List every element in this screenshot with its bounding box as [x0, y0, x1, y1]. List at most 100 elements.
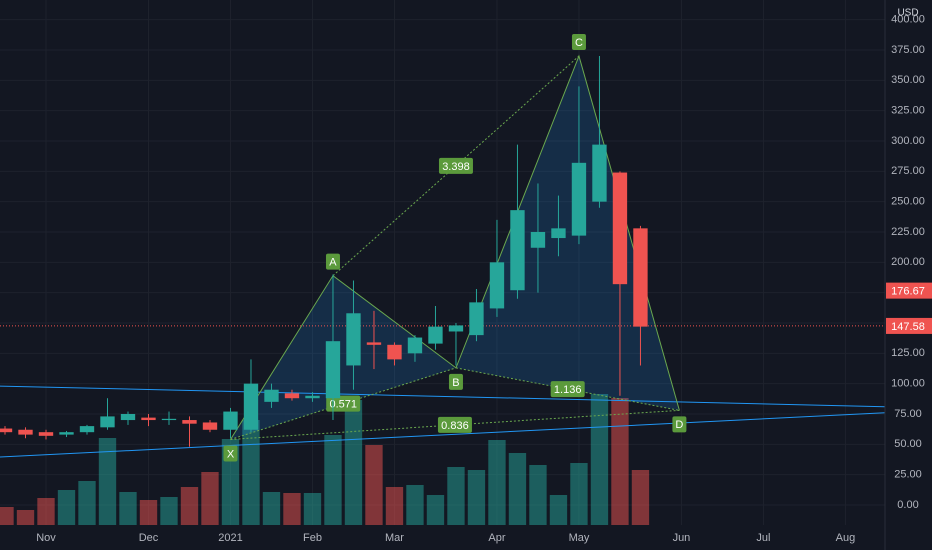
price-box — [886, 317, 932, 334]
y-tick-label: 350.00 — [891, 74, 925, 86]
volume-bar — [98, 438, 117, 525]
price-label: 176.67 — [891, 286, 925, 298]
x-tick-label: Dec — [139, 532, 159, 544]
volume-bar — [0, 507, 14, 525]
volume-bar — [570, 463, 588, 525]
x-tick-label: Aug — [836, 532, 856, 544]
candle-body — [469, 302, 484, 336]
volume-bar — [324, 435, 342, 525]
label-box — [571, 34, 586, 51]
y-tick-label: 325.00 — [891, 105, 925, 117]
volume-bar — [488, 440, 506, 525]
pattern-label: 0.571 — [329, 399, 357, 411]
candle-body — [489, 262, 505, 309]
candle-body — [202, 422, 218, 430]
pattern-label: B — [452, 377, 459, 389]
x-tick-label: Jul — [756, 532, 770, 544]
candle-body — [284, 393, 300, 399]
volume-bar — [529, 465, 547, 525]
candle-body — [346, 313, 361, 366]
candle-body — [612, 172, 628, 285]
candle-body — [633, 228, 648, 327]
volume-bar — [262, 492, 281, 525]
currency: USD — [897, 8, 918, 19]
pattern: 0.571 3.398 1.136 0.836 X A B C D — [0, 34, 886, 462]
x-tick-label: May — [569, 532, 590, 544]
candle-body — [448, 325, 464, 332]
y-tick-label: 225.00 — [891, 226, 925, 238]
pattern-label: X — [227, 448, 235, 460]
label-box — [672, 416, 687, 433]
candle-body — [243, 383, 259, 430]
price-box — [886, 282, 932, 299]
y-tick-label: 375.00 — [891, 44, 925, 56]
x-tick-label: Nov — [36, 532, 56, 544]
ratio-line — [230, 367, 457, 440]
volume-bar — [467, 470, 486, 525]
y-tick-label: 75.00 — [894, 408, 922, 420]
pattern-label: C — [575, 37, 583, 49]
y-tick-label: 25.00 — [894, 469, 922, 481]
candle-body — [530, 231, 546, 248]
volume-bar — [406, 485, 424, 525]
pattern-label: 0.836 — [441, 420, 469, 432]
volume-bar — [447, 467, 465, 525]
y-tick-label: 50.00 — [894, 438, 922, 450]
candle-body — [161, 418, 177, 421]
volume-bar — [57, 490, 76, 525]
y-tick-label: 125.00 — [891, 347, 925, 359]
label-box — [550, 381, 585, 398]
volume-bar — [160, 497, 178, 525]
volume-bar — [16, 510, 35, 525]
candle-body — [223, 411, 238, 430]
volume-bar — [508, 453, 527, 525]
volume-bar — [242, 420, 260, 525]
volume — [0, 394, 650, 525]
candle-body — [0, 428, 13, 433]
candle-body — [141, 417, 156, 421]
x-tick-label: Feb — [303, 532, 322, 544]
price-label: 147.58 — [891, 321, 925, 333]
candle-body — [264, 389, 279, 402]
volume-bar — [344, 400, 363, 525]
volume-bar — [590, 394, 609, 525]
trend-line — [0, 385, 886, 408]
candle-body — [120, 413, 136, 421]
candle-body — [38, 432, 54, 436]
candle-body — [305, 395, 320, 399]
trend-line — [0, 412, 886, 458]
label-box — [223, 445, 238, 462]
y-tick-label: 250.00 — [891, 196, 925, 208]
candle-body — [571, 162, 587, 236]
x-tick-label: Apr — [488, 532, 505, 544]
volume-bar — [303, 493, 322, 525]
grid — [0, 0, 885, 525]
candle-body — [366, 342, 382, 345]
y-tick-label: 300.00 — [891, 135, 925, 147]
candle-body — [182, 420, 197, 424]
volume-bar — [631, 470, 650, 525]
pattern-label: D — [675, 419, 683, 431]
x-tick-label: 2021 — [218, 532, 242, 544]
candles — [0, 56, 648, 447]
y-tick-label: 100.00 — [891, 378, 925, 390]
axes: 0.0025.0050.0075.00100.00125.00150.00175… — [36, 0, 932, 550]
candle-body — [59, 432, 74, 435]
y-tick-label: 275.00 — [891, 165, 925, 177]
candle-body — [79, 426, 95, 433]
volume-bar — [119, 492, 137, 525]
candle-body — [18, 429, 33, 435]
pattern-label: 1.136 — [554, 384, 582, 396]
volume-bar — [180, 487, 199, 525]
candle-body — [510, 210, 525, 291]
volume-bar — [201, 472, 219, 525]
pattern-label: A — [329, 257, 337, 269]
volume-bar — [365, 445, 383, 525]
candle-body — [428, 326, 443, 344]
volume-bar — [37, 498, 55, 525]
candle-body — [592, 144, 607, 202]
candle-body — [407, 337, 423, 354]
candle-body — [325, 341, 341, 399]
candle-body — [100, 416, 115, 428]
